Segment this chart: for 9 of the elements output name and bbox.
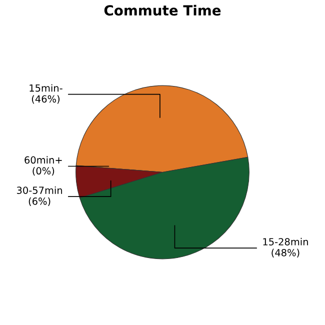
- slice-label: 15-28min: [263, 238, 308, 246]
- chart-title: Commute Time: [104, 4, 221, 16]
- slice-label: 30-57min: [16, 186, 62, 194]
- data-label: (48%): [272, 248, 300, 258]
- text: (0%): [32, 167, 54, 176]
- data-label: (6%): [28, 197, 50, 206]
- data-label: (46%): [32, 95, 60, 104]
- legend-label: 60min+: [24, 156, 62, 164]
- slice-label: 15min-: [30, 84, 62, 92]
